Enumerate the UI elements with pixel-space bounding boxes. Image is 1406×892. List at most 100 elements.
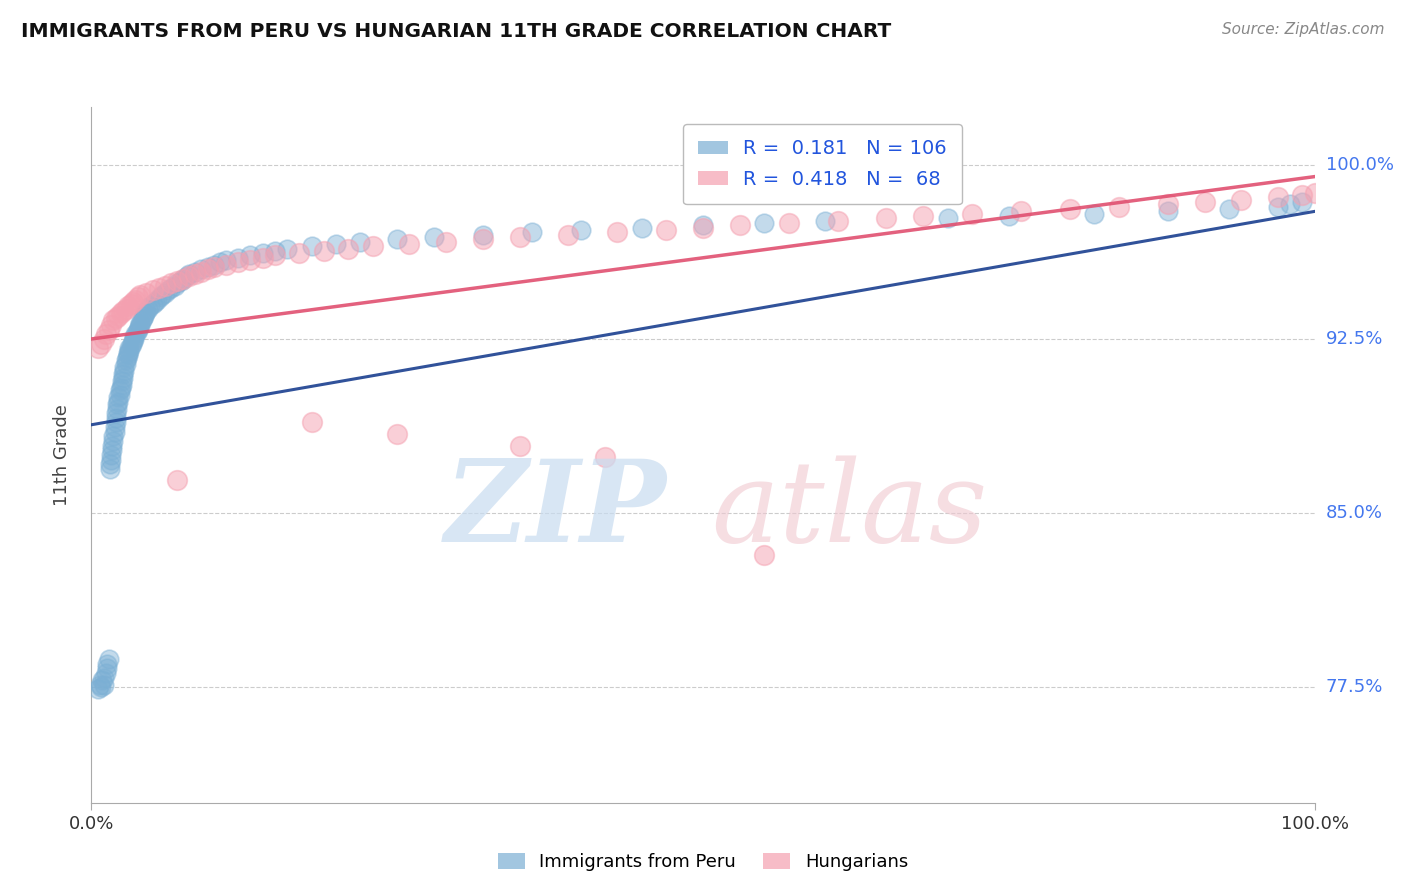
Point [104, 416, 127, 430]
Point [215, 258, 238, 272]
Point [104, 410, 127, 425]
Point [117, 346, 139, 360]
Point [179, 267, 201, 281]
Point [998, 209, 1021, 223]
Point [117, 300, 139, 314]
Point [434, 235, 457, 249]
Point [1059, 202, 1081, 216]
Point [1218, 202, 1240, 216]
Point [202, 260, 225, 274]
Y-axis label: 11th Grade: 11th Grade [52, 404, 70, 506]
Point [252, 246, 274, 260]
Point [509, 439, 531, 453]
Point [312, 244, 335, 258]
Point [115, 351, 138, 365]
Point [875, 211, 898, 226]
Point [288, 246, 311, 260]
Point [93, 332, 115, 346]
Point [132, 309, 155, 323]
Point [226, 251, 249, 265]
Point [160, 281, 183, 295]
Point [103, 313, 125, 327]
Point [103, 429, 125, 443]
Point [96, 657, 118, 671]
Point [226, 255, 249, 269]
Point [122, 294, 145, 309]
Point [1291, 195, 1313, 210]
Point [264, 248, 287, 262]
Point [129, 316, 152, 330]
Point [163, 278, 186, 293]
Point [90, 680, 112, 694]
Point [96, 661, 118, 675]
Point [170, 274, 193, 288]
Point [131, 313, 153, 327]
Point [157, 283, 180, 297]
Point [112, 367, 135, 381]
Point [124, 327, 146, 342]
Point [117, 348, 139, 362]
Text: 100.0%: 100.0% [1326, 156, 1393, 174]
Point [90, 336, 112, 351]
Point [112, 364, 135, 378]
Point [129, 288, 152, 302]
Point [107, 390, 129, 404]
Point [728, 219, 751, 233]
Point [110, 306, 132, 320]
Point [569, 223, 592, 237]
Point [912, 209, 935, 223]
Point [385, 427, 409, 442]
Point [134, 306, 156, 320]
Point [153, 278, 176, 293]
Point [146, 293, 169, 307]
Point [197, 262, 219, 277]
Point [108, 383, 131, 397]
Point [97, 652, 120, 666]
Point [361, 239, 384, 253]
Point [337, 242, 360, 256]
Point [166, 474, 188, 488]
Point [100, 448, 122, 462]
Point [325, 236, 347, 251]
Point [509, 230, 531, 244]
Point [1267, 200, 1289, 214]
Point [153, 285, 176, 300]
Point [114, 301, 136, 316]
Point [107, 394, 129, 409]
Text: 85.0%: 85.0% [1326, 504, 1382, 522]
Point [202, 258, 225, 272]
Point [103, 434, 125, 448]
Point [1230, 193, 1253, 207]
Point [655, 223, 678, 237]
Point [86, 341, 108, 355]
Point [124, 293, 146, 307]
Point [1157, 204, 1180, 219]
Point [112, 359, 135, 374]
Point [184, 267, 207, 281]
Point [471, 227, 494, 242]
Point [86, 682, 108, 697]
Point [1291, 188, 1313, 202]
Point [89, 677, 111, 691]
Point [176, 269, 198, 284]
Point [127, 323, 149, 337]
Point [104, 406, 127, 420]
Point [190, 265, 212, 279]
Point [127, 290, 149, 304]
Point [423, 230, 446, 244]
Point [150, 288, 173, 302]
Point [1194, 195, 1216, 210]
Point [111, 374, 134, 388]
Text: atlas: atlas [711, 455, 988, 566]
Point [160, 277, 183, 291]
Point [94, 327, 117, 342]
Point [101, 443, 124, 458]
Point [141, 283, 163, 297]
Point [136, 301, 159, 316]
Point [114, 352, 136, 367]
Point [1083, 207, 1105, 221]
Point [118, 341, 141, 355]
Point [104, 425, 127, 439]
Point [827, 213, 849, 227]
Point [190, 262, 212, 277]
